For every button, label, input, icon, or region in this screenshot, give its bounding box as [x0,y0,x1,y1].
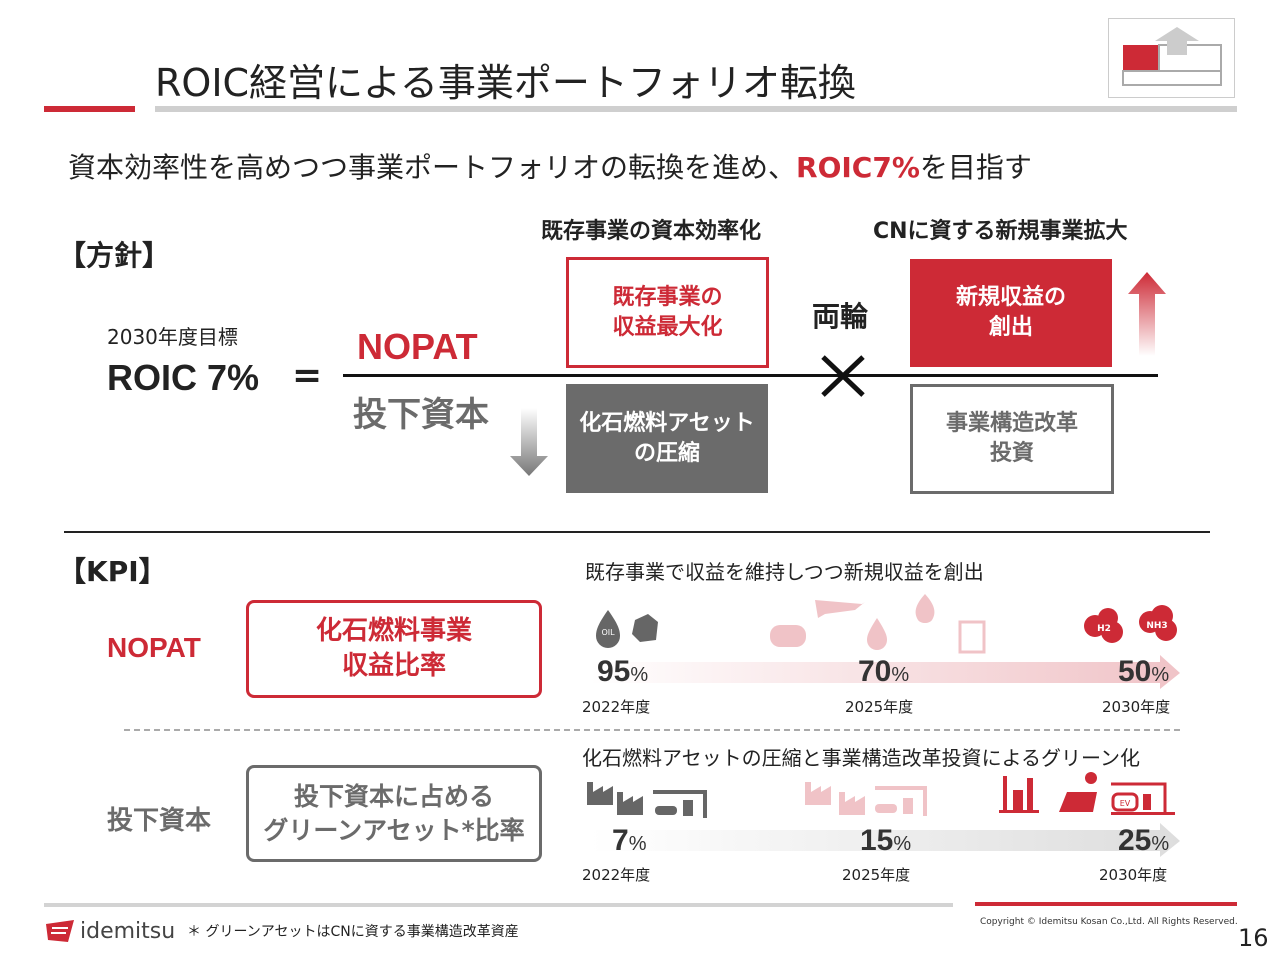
target-label: 2030年度目標 [107,325,238,349]
denominator-capital: 投下資本 [353,395,489,435]
coal-icon [632,614,658,642]
title-accent-bar [44,106,135,112]
factory-icon [805,782,831,805]
kpi-dashed-divider [124,729,1180,731]
footer-accent-line [975,902,1237,906]
capital-caption: 化石燃料アセットの圧縮と事業構造改革投資によるグリーン化 [582,746,1140,770]
column-new-heading: CNに資する新規事業拡大 [873,219,1128,244]
factory-icon [617,792,643,815]
nopat-icons: OIL H2 NH3 [596,594,1177,654]
subtitle-text: 資本効率性を高めつつ事業ポートフォリオの転換を進め、 [68,151,797,184]
target-value: ROIC 7% [107,357,260,398]
capital-icons: EV [587,772,1175,818]
fossil-profit-ratio-box: 化石燃料事業 収益比率 [246,600,542,698]
ev-charging-icon: EV [1111,782,1175,815]
green-asset-ratio-box: 投下資本に占める グリーンアセット*比率 [246,765,542,862]
both-wheels-label: 両輪 [812,300,869,333]
kpi-heading: 【KPI】 [58,555,167,588]
capital-value-2025: 15% [860,824,912,857]
drop-icon [867,618,887,650]
kpi-capital-label: 投下資本 [107,806,212,836]
refinery-icon [999,776,1039,813]
nopat-caption: 既存事業で収益を維持しつつ新規収益を創出 [585,560,984,584]
capital-value-2030: 25% [1118,824,1170,857]
copyright: Copyright © Idemitsu Kosan Co.,Ltd. All … [980,917,1238,927]
capital-year-2022: 2022年度 [582,866,651,884]
oil-drop-icon: OIL [596,610,620,648]
nopat-year-2025: 2025年度 [845,698,914,716]
company-logo: idemitsu [44,918,175,944]
nopat-value-2022: 95% [597,655,649,688]
existing-profit-box: 既存事業の 収益最大化 [566,257,769,368]
capital-year-2030: 2030年度 [1099,866,1168,884]
capital-value-2022: 7% [612,824,647,857]
h2-cloud-icon: H2 [1084,608,1123,643]
policy-heading: 【方針】 [58,239,171,272]
subtitle-highlight: ROIC7% [796,151,920,184]
plane-icon [815,600,865,618]
kpi-nopat-label: NOPAT [107,632,201,663]
fraction-line [343,374,1158,377]
gas-station-icon [875,786,927,816]
solar-panel-icon [1059,772,1097,812]
factory-icon [839,792,865,815]
fossil-compression-box: 化石燃料アセット の圧縮 [566,384,768,493]
section-divider [64,531,1210,533]
new-profit-box: 新規収益の 創出 [910,259,1112,367]
subtitle: 資本効率性を高めつつ事業ポートフォリオの転換を進め、ROIC7%を目指す [68,146,1032,186]
page-number: 16 [1238,924,1269,952]
svg-text:H2: H2 [1097,624,1111,634]
svg-text:NH3: NH3 [1146,621,1167,631]
nopat-progress-arrow [590,655,1180,689]
capital-progress-arrow [590,823,1180,857]
subtitle-suffix: を目指す [919,151,1032,184]
footnote: ＊ グリーンアセットはCNに資する事業構造改革資産 [187,924,519,940]
up-arrow-icon [1128,272,1166,356]
capital-year-2025: 2025年度 [842,866,911,884]
gas-station-icon [653,790,707,818]
numerator-nopat: NOPAT [357,326,478,367]
down-arrow-icon [510,408,548,476]
reform-investment-box: 事業構造改革 投資 [910,384,1114,494]
section-thumbnail-icon [1108,18,1235,98]
leaf-icon [915,594,935,623]
nopat-year-2022: 2022年度 [582,698,651,716]
nh3-cloud-icon: NH3 [1139,605,1177,641]
beaker-icon [958,620,986,654]
column-existing-heading: 既存事業の資本効率化 [541,219,762,244]
logo-mark-icon [46,920,74,942]
nopat-value-2030: 50% [1118,655,1170,688]
nopat-value-2025: 70% [858,655,910,688]
multiply-icon [821,355,865,397]
equals-sign: = [292,355,323,396]
title-underline [155,106,1237,112]
svg-text:OIL: OIL [601,628,615,637]
slide-title: ROIC経営による事業ポートフォリオ転換 [155,61,856,105]
factory-icon [587,782,613,805]
svg-text:EV: EV [1120,799,1131,808]
logo-text: idemitsu [80,918,176,944]
pipe-icon [770,625,806,647]
nopat-year-2030: 2030年度 [1102,698,1171,716]
footer-line [44,903,953,907]
